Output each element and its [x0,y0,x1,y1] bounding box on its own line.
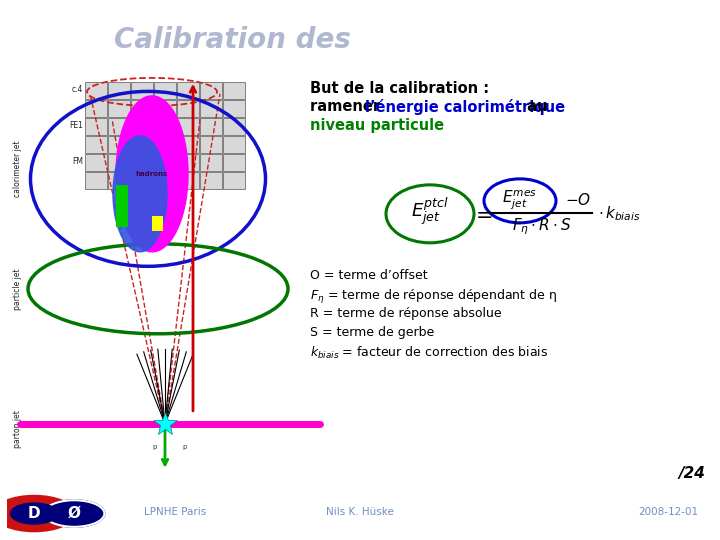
Text: Calibration des: Calibration des [114,26,360,54]
Polygon shape [116,96,188,252]
Text: S = terme de gerbe: S = terme de gerbe [310,326,434,339]
Polygon shape [113,136,167,252]
Bar [177,118,199,135]
Bar [131,154,153,171]
Text: c.4: c.4 [71,85,83,94]
Text: $F_\eta \cdot R \cdot S$: $F_\eta \cdot R \cdot S$ [513,217,572,237]
Bar [200,100,222,117]
Bar [223,172,245,189]
Text: $E_{jet}^{ptcl}$: $E_{jet}^{ptcl}$ [411,195,449,228]
Bar [177,82,199,99]
Bar [116,185,128,227]
Text: au: au [522,99,547,114]
Bar [200,136,222,153]
Bar [108,118,130,135]
Bar [154,172,176,189]
Bar [154,136,176,153]
Bar [177,172,199,189]
Bar [131,118,153,135]
Circle shape [11,503,58,524]
Text: hadrons: hadrons [136,171,168,177]
Bar [200,82,222,99]
Bar [85,172,107,189]
Text: FM: FM [72,157,83,166]
Circle shape [0,496,76,531]
Text: ramener: ramener [310,99,385,114]
Bar [85,118,107,135]
Bar [223,136,245,153]
Bar [85,154,107,171]
Bar [154,154,176,171]
Text: Ø: Ø [68,506,81,521]
Bar [200,118,222,135]
Bar [200,172,222,189]
Bar [223,154,245,171]
Text: l’énergie calorimétrique: l’énergie calorimétrique [365,99,565,115]
Bar [108,172,130,189]
Text: p: p [153,444,157,450]
Bar [177,154,199,171]
Bar [131,172,153,189]
Bar [154,118,176,135]
Text: p: p [183,444,187,450]
Text: FE1: FE1 [69,122,83,130]
Text: parton jet: parton jet [14,410,22,448]
Text: $F_\eta$ = terme de réponse dépendant de η: $F_\eta$ = terme de réponse dépendant de… [310,288,557,306]
Text: D: D [28,506,40,521]
Bar [154,100,176,117]
Circle shape [44,500,104,527]
Bar [152,216,163,231]
Text: /24: /24 [678,465,705,481]
Bar [200,154,222,171]
Text: calorimeter jet: calorimeter jet [14,140,22,197]
Text: $k_{biais}$ = facteur de correction des biais: $k_{biais}$ = facteur de correction des … [310,345,549,361]
Text: Nils K. Hüske: Nils K. Hüske [326,507,394,517]
Text: $E_{jet}^{mes}$: $E_{jet}^{mes}$ [503,188,538,211]
Bar [108,136,130,153]
Bar [223,118,245,135]
Text: O = terme d’offset: O = terme d’offset [310,269,428,282]
Text: niveau particule: niveau particule [310,118,444,133]
Text: But de la calibration :: But de la calibration : [310,81,489,96]
Bar [108,100,130,117]
Text: R = terme de réponse absolue: R = terme de réponse absolue [310,307,502,320]
Bar [131,82,153,99]
Bar [223,82,245,99]
Text: LPNHE Paris: LPNHE Paris [144,507,206,517]
Bar [154,82,176,99]
Bar [85,100,107,117]
Bar [108,154,130,171]
Bar [177,100,199,117]
Bar [85,136,107,153]
Text: particle jet: particle jet [14,268,22,309]
Text: 2008-12-01: 2008-12-01 [638,507,698,517]
Bar [108,82,130,99]
Bar [131,100,153,117]
Bar [177,136,199,153]
Text: Jets (3): Jets (3) [360,26,473,54]
Text: $=$: $=$ [472,204,492,224]
Bar [223,100,245,117]
Text: $- O$: $- O$ [565,192,591,208]
Text: $\cdot\, k_{biais}$: $\cdot\, k_{biais}$ [598,205,641,223]
Bar [85,82,107,99]
Bar [131,136,153,153]
